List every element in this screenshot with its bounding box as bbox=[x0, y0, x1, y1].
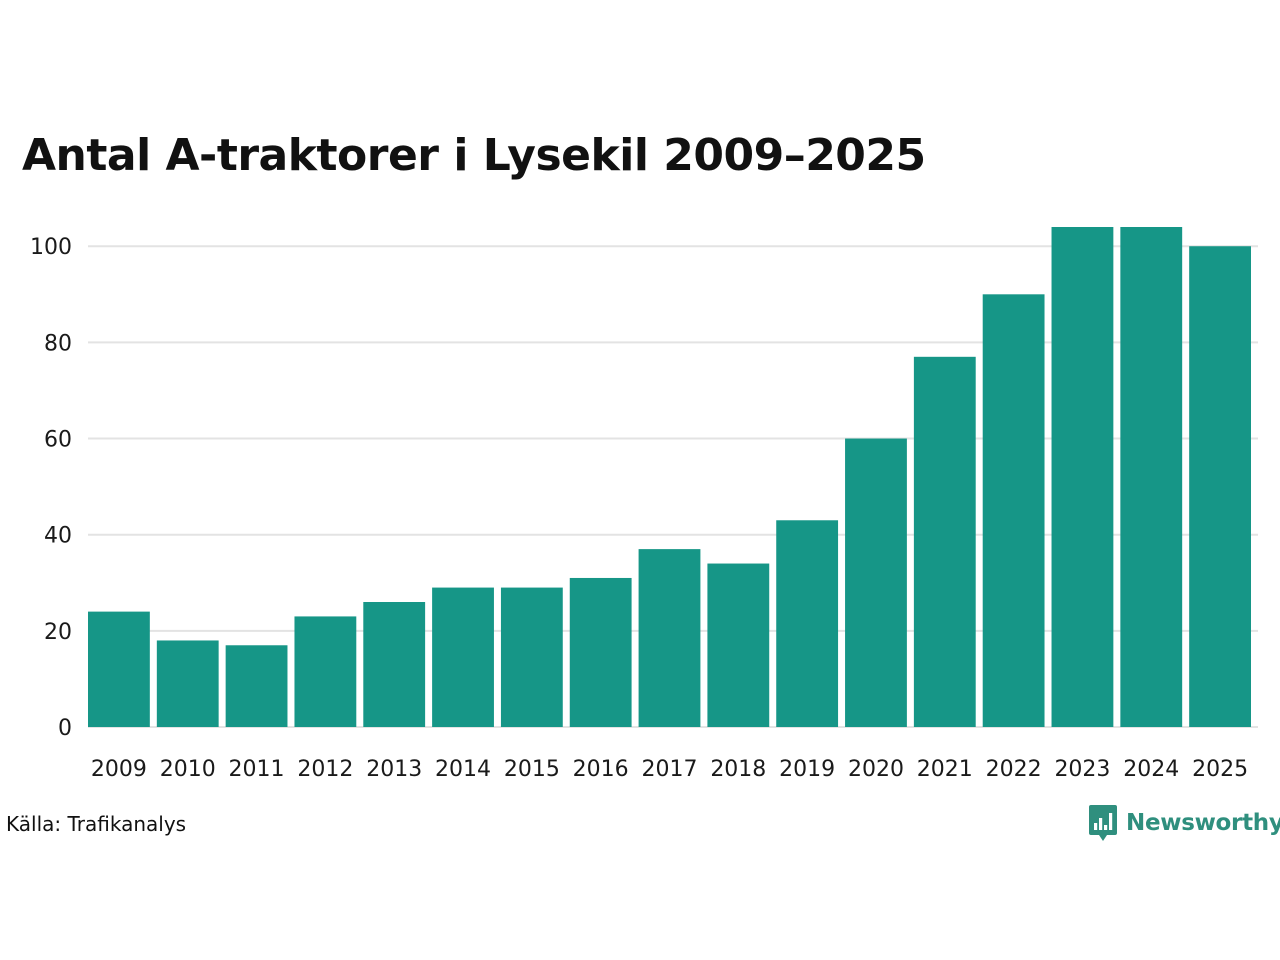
bar-2010 bbox=[156, 640, 219, 727]
y-tick-label: 40 bbox=[44, 524, 72, 549]
x-tick-label: 2016 bbox=[573, 757, 629, 782]
y-tick-label: 60 bbox=[44, 428, 72, 453]
x-tick-label: 2024 bbox=[1123, 757, 1179, 782]
bar-2022 bbox=[982, 294, 1045, 727]
bar-2009 bbox=[88, 611, 150, 727]
bar-2024 bbox=[1120, 227, 1183, 727]
y-tick-label: 80 bbox=[44, 331, 72, 356]
bar-chart-speech-bubble-icon bbox=[1089, 805, 1117, 841]
bar-2018 bbox=[707, 563, 770, 727]
y-tick-label: 0 bbox=[58, 716, 72, 741]
x-tick-label: 2019 bbox=[779, 757, 835, 782]
bar-2012 bbox=[294, 616, 357, 727]
bars bbox=[88, 227, 1251, 727]
x-tick-label: 2023 bbox=[1054, 757, 1110, 782]
x-tick-label: 2013 bbox=[366, 757, 422, 782]
bar-2015 bbox=[500, 587, 563, 727]
x-tick-label: 2012 bbox=[297, 757, 353, 782]
y-tick-label: 20 bbox=[44, 620, 72, 645]
bar-2014 bbox=[432, 587, 494, 727]
x-tick-label: 2021 bbox=[917, 757, 973, 782]
bar-2017 bbox=[638, 549, 701, 727]
y-tick-label: 100 bbox=[30, 235, 72, 260]
bar-2023 bbox=[1051, 227, 1114, 727]
x-tick-label: 2018 bbox=[710, 757, 766, 782]
bar-2021 bbox=[913, 356, 976, 727]
chart-title: Antal A-traktorer i Lysekil 2009–2025 bbox=[22, 130, 926, 181]
x-tick-label: 2017 bbox=[642, 757, 698, 782]
x-tick-label: 2009 bbox=[91, 757, 147, 782]
x-tick-label: 2015 bbox=[504, 757, 560, 782]
bar-2016 bbox=[569, 577, 632, 727]
x-axis-ticks: 2009 2010 2011 2012 2013 2014 2015 2016 2017 2018… bbox=[91, 757, 1248, 782]
x-tick-label: 2011 bbox=[229, 757, 285, 782]
source-label: Källa: Trafikanalys bbox=[6, 812, 187, 836]
brand-name: Newsworthy bbox=[1126, 810, 1280, 836]
x-tick-label: 2014 bbox=[435, 757, 491, 782]
x-tick-label: 2022 bbox=[986, 757, 1042, 782]
newsworthy-logo: Newsworthy bbox=[1088, 804, 1280, 842]
x-tick-label: 2020 bbox=[848, 757, 904, 782]
bar-2025 bbox=[1189, 246, 1251, 727]
y-axis-ticks: 0 20 40 60 80 100 bbox=[30, 235, 72, 741]
bar-2020 bbox=[845, 438, 907, 727]
x-tick-label: 2025 bbox=[1192, 757, 1248, 782]
bar-2019 bbox=[776, 520, 839, 727]
bar-2011 bbox=[225, 645, 288, 727]
x-tick-label: 2010 bbox=[160, 757, 216, 782]
bar-2013 bbox=[363, 602, 426, 727]
